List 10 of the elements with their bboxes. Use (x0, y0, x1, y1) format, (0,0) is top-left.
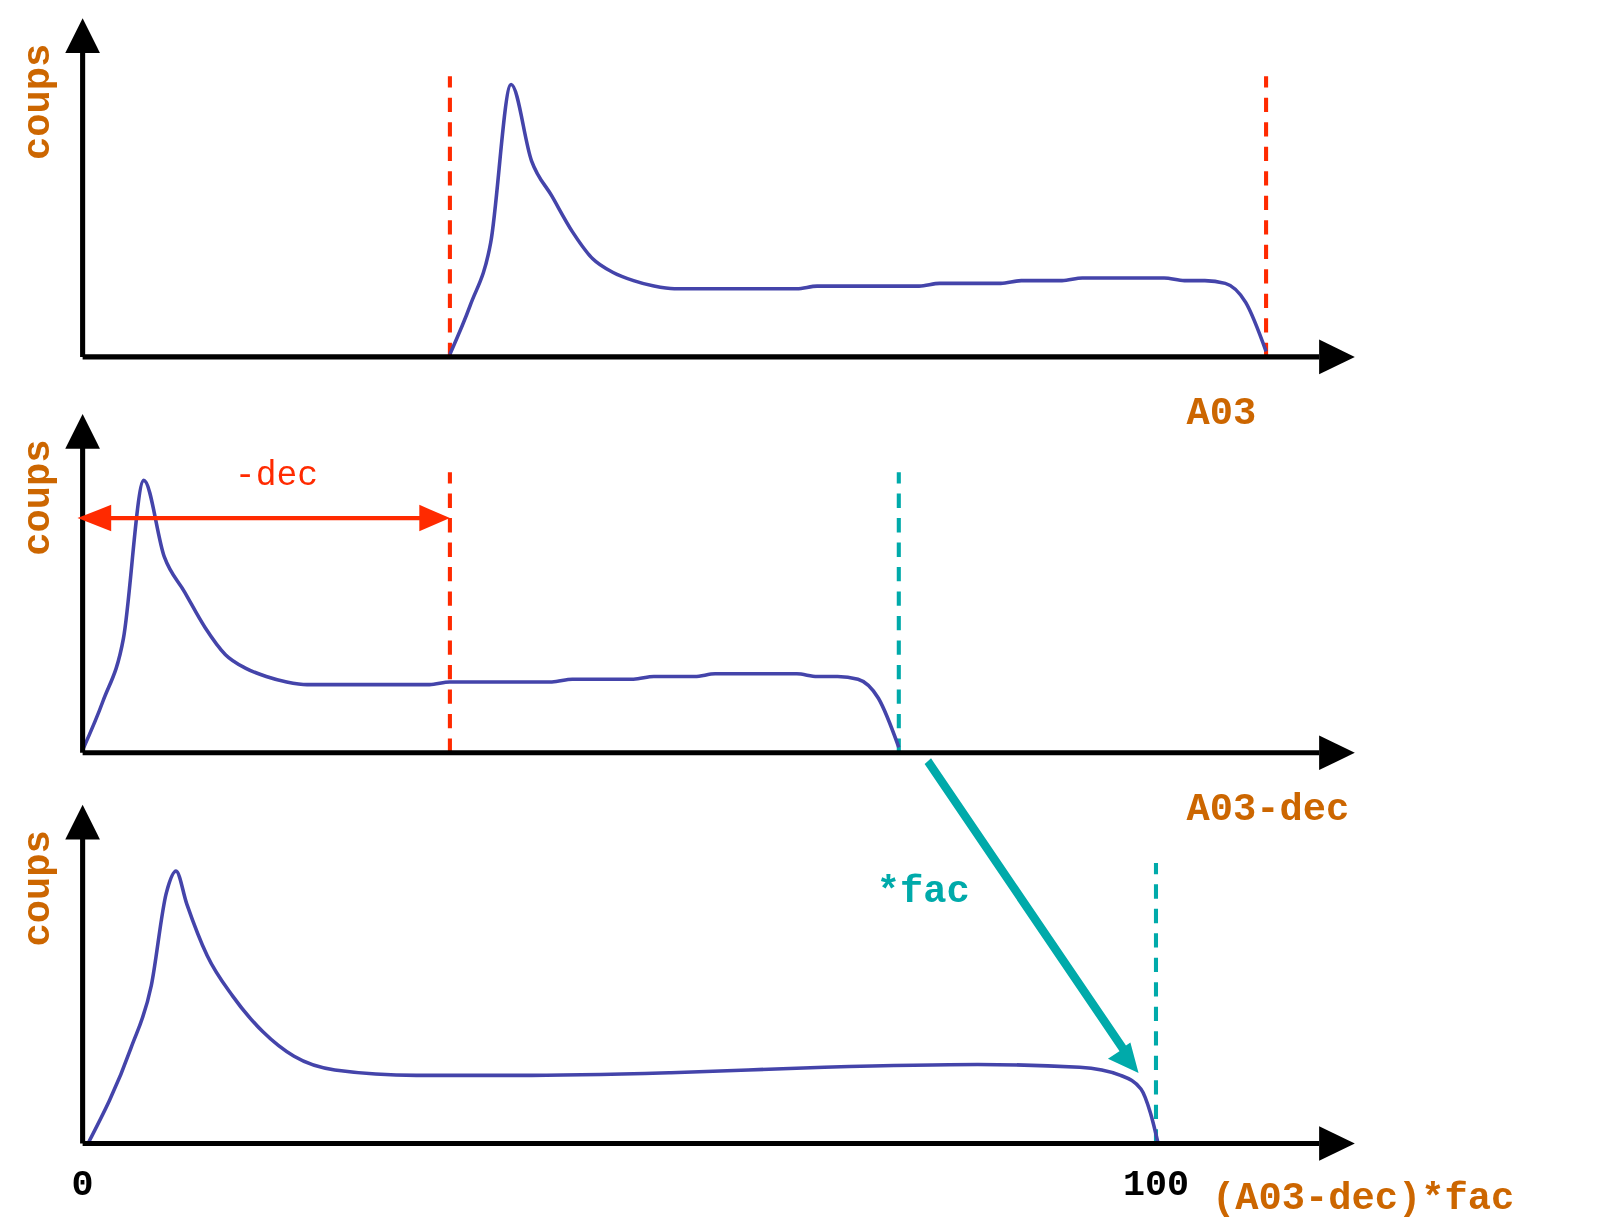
y-axis-title: coups (16, 830, 61, 947)
annotation: -dec (234, 456, 319, 496)
annotation: *fac (876, 869, 970, 914)
x-axis-title: (A03-dec)*fac (1212, 1176, 1515, 1221)
x-axis-title: A03 (1186, 392, 1257, 437)
x-tick-label: 0 (71, 1163, 94, 1206)
y-axis-title: coups (16, 439, 61, 556)
x-tick-label: 100 (1122, 1163, 1190, 1206)
y-axis-title: coups (16, 43, 61, 160)
x-axis-title: A03-dec (1186, 788, 1350, 833)
